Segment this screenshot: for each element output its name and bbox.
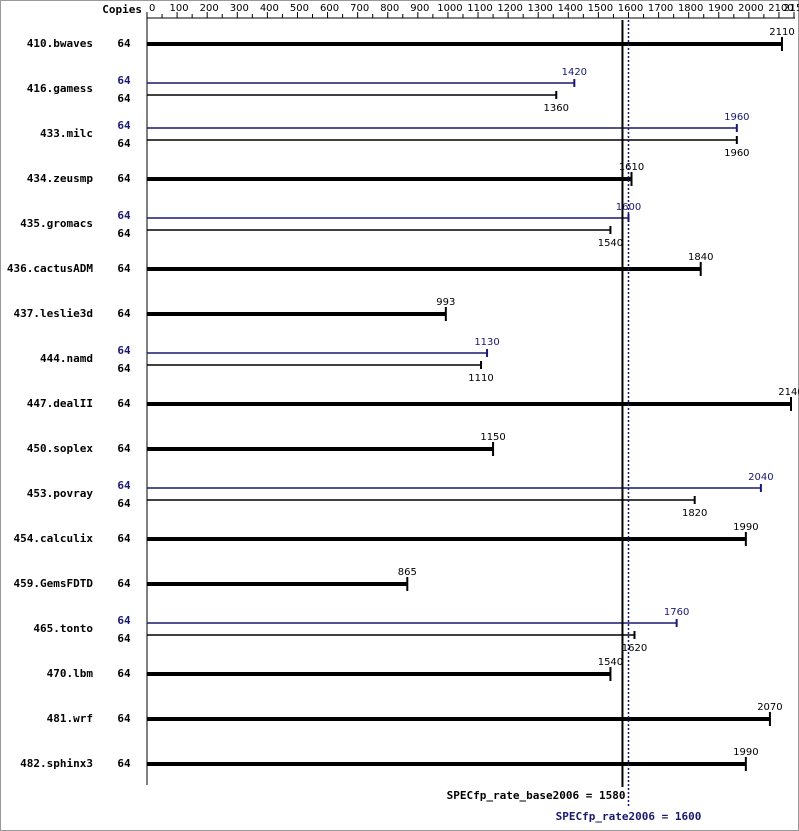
x-tick-label: 1000 <box>437 3 462 14</box>
copies: 64 <box>117 119 131 132</box>
value-label: 1990 <box>733 747 758 758</box>
value-label: 1760 <box>664 607 689 618</box>
x-tick-label: 1800 <box>678 3 703 14</box>
reference-label: SPECfp_rate_base2006 = 1580 <box>447 789 626 802</box>
x-tick-label: 900 <box>410 3 429 14</box>
x-tick-label: 2150 <box>783 3 799 14</box>
benchmark-label: 434.zeusmp <box>27 172 94 185</box>
x-tick-label: 1900 <box>708 3 733 14</box>
value-label: 1960 <box>724 148 749 159</box>
x-tick-label: 1600 <box>618 3 643 14</box>
value-label: 1960 <box>724 112 749 123</box>
value-label: 2110 <box>769 27 794 38</box>
value-label: 1540 <box>598 657 623 668</box>
copies: 64 <box>117 614 131 627</box>
value-label: 2140 <box>778 387 799 398</box>
value-label: 1130 <box>474 337 499 348</box>
x-tick-label: 0 <box>149 3 155 14</box>
value-label: 1540 <box>598 238 623 249</box>
copies: 64 <box>117 172 131 185</box>
benchmark-label: 435.gromacs <box>20 217 93 230</box>
value-label: 1600 <box>616 202 641 213</box>
copies: 64 <box>117 712 131 725</box>
benchmark-label: 450.soplex <box>27 442 94 455</box>
copies: 64 <box>117 74 131 87</box>
x-tick-label: 200 <box>200 3 219 14</box>
x-tick-label: 1300 <box>527 3 552 14</box>
benchmark-label: 482.sphinx3 <box>20 757 93 770</box>
x-tick-label: 100 <box>170 3 189 14</box>
benchmark-label: 459.GemsFDTD <box>14 577 94 590</box>
value-label: 1820 <box>682 508 707 519</box>
copies: 64 <box>117 227 131 240</box>
benchmark-label: 481.wrf <box>47 712 93 725</box>
value-label: 1420 <box>562 67 587 78</box>
copies: 64 <box>117 632 131 645</box>
x-tick-label: 2000 <box>738 3 763 14</box>
benchmark-label: 433.milc <box>40 127 93 140</box>
benchmark-label: 470.lbm <box>47 667 94 680</box>
benchmark-label: 444.namd <box>40 352 93 365</box>
benchmark-label: 410.bwaves <box>27 37 93 50</box>
value-label: 1990 <box>733 522 758 533</box>
copies: 64 <box>117 37 131 50</box>
copies: 64 <box>117 497 131 510</box>
copies: 64 <box>117 262 131 275</box>
x-tick-label: 1700 <box>648 3 673 14</box>
copies: 64 <box>117 307 131 320</box>
x-tick-label: 1400 <box>558 3 583 14</box>
x-tick-label: 400 <box>260 3 279 14</box>
copies: 64 <box>117 344 131 357</box>
copies: 64 <box>117 397 131 410</box>
value-label: 993 <box>436 297 455 308</box>
copies: 64 <box>117 137 131 150</box>
copies: 64 <box>117 577 131 590</box>
reference-label: SPECfp_rate2006 = 1600 <box>556 810 702 823</box>
value-label: 1360 <box>544 103 569 114</box>
copies: 64 <box>117 442 131 455</box>
x-tick-label: 1500 <box>588 3 613 14</box>
x-tick-label: 1200 <box>497 3 522 14</box>
value-label: 1150 <box>480 432 505 443</box>
x-tick-label: 600 <box>320 3 339 14</box>
benchmark-label: 416.gamess <box>27 82 93 95</box>
benchmark-label: 447.dealII <box>27 397 93 410</box>
copies: 64 <box>117 532 131 545</box>
benchmark-label: 436.cactusADM <box>7 262 93 275</box>
copies: 64 <box>117 92 131 105</box>
x-tick-label: 800 <box>380 3 399 14</box>
x-tick-label: 700 <box>350 3 369 14</box>
benchmark-label: 453.povray <box>27 487 94 500</box>
copies: 64 <box>117 362 131 375</box>
value-label: 1110 <box>468 373 493 384</box>
copies: 64 <box>117 479 131 492</box>
value-label: 2040 <box>748 472 773 483</box>
value-label: 1620 <box>622 643 647 654</box>
value-label: 1610 <box>619 162 644 173</box>
value-label: 2070 <box>757 702 782 713</box>
x-tick-label: 2100 <box>768 3 793 14</box>
copies: 64 <box>117 757 131 770</box>
copies: 64 <box>117 209 131 222</box>
benchmark-label: 437.leslie3d <box>14 307 93 320</box>
value-label: 865 <box>398 567 417 578</box>
value-label: 1840 <box>688 252 713 263</box>
x-tick-label: 300 <box>230 3 249 14</box>
x-tick-label: 1100 <box>467 3 492 14</box>
benchmark-label: 465.tonto <box>33 622 93 635</box>
copies: 64 <box>117 667 131 680</box>
axis-title: Copies <box>102 3 142 16</box>
x-tick-label: 500 <box>290 3 309 14</box>
benchmark-label: 454.calculix <box>14 532 94 545</box>
